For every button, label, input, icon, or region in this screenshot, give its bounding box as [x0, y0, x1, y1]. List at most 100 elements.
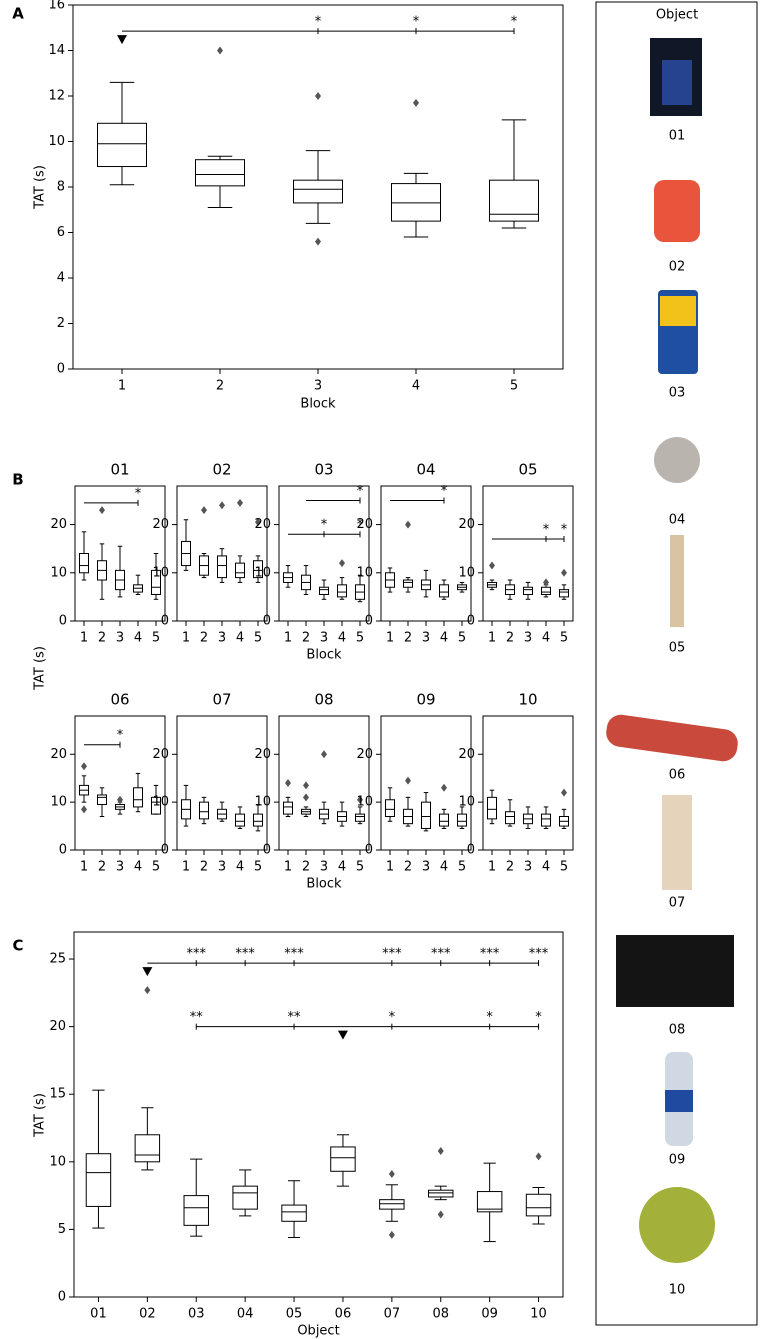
object-image [662, 60, 692, 105]
outlier [405, 520, 411, 529]
box [476, 1191, 503, 1213]
object-label: 01 [669, 129, 686, 144]
y-tick-label: 2 [57, 316, 65, 331]
x-tick-label: 5 [152, 860, 160, 875]
panel-label: B [12, 471, 23, 489]
y-tick-label: 10 [254, 795, 271, 810]
y-tick-label: 10 [50, 565, 67, 580]
outlier [303, 781, 309, 790]
object-label: 02 [669, 260, 686, 275]
y-tick-label: 0 [59, 843, 67, 858]
box [79, 553, 89, 574]
y-tick-label: 20 [254, 747, 271, 762]
significance-label: * [117, 728, 124, 743]
subplot-title: 01 [110, 461, 129, 479]
object-label: 03 [669, 386, 686, 401]
x-tick-label: 3 [314, 379, 322, 394]
x-tick-label: 1 [182, 860, 190, 875]
significance-label: * [441, 484, 448, 499]
outlier [117, 795, 123, 804]
x-axis-label: Object [297, 1324, 339, 1339]
x-tick-label: 1 [284, 631, 292, 646]
box [337, 584, 347, 598]
x-tick-label: 08 [432, 1307, 449, 1322]
x-tick-label: 2 [200, 631, 208, 646]
significance-label: *** [529, 947, 549, 962]
x-tick-label: 10 [530, 1307, 547, 1322]
significance-label: *** [187, 947, 207, 962]
panel-label: A [12, 5, 24, 23]
box [541, 813, 551, 827]
y-tick-label: 0 [467, 843, 475, 858]
outlier [315, 92, 321, 100]
y-tick-label: 0 [58, 1290, 66, 1305]
x-tick-label: 1 [386, 860, 394, 875]
x-tick-label: 3 [422, 631, 430, 646]
y-tick-label: 20 [458, 747, 475, 762]
outlier [535, 1152, 542, 1161]
significance-label: * [315, 15, 322, 30]
plot-frame [482, 485, 574, 622]
x-tick-label: 4 [440, 860, 448, 875]
plot-frame [482, 715, 574, 851]
y-tick-label: 0 [365, 843, 373, 858]
x-tick-label: 5 [458, 860, 466, 875]
significance-label: * [357, 518, 364, 533]
outlier [201, 506, 207, 515]
y-tick-label: 15 [49, 1087, 66, 1102]
x-tick-label: 5 [560, 860, 568, 875]
box [151, 796, 161, 815]
x-tick-label: 4 [338, 860, 346, 875]
x-tick-label: 1 [182, 631, 190, 646]
outlier [255, 518, 261, 527]
y-tick-label: 16 [48, 0, 65, 13]
x-tick-label: 1 [488, 631, 496, 646]
box [195, 159, 245, 187]
box [505, 811, 515, 825]
box [235, 562, 245, 579]
subplot-title: 08 [314, 691, 333, 709]
outlier [388, 1230, 395, 1239]
y-tick-label: 0 [365, 614, 373, 629]
box [525, 1193, 552, 1217]
panel-label: C [12, 937, 23, 955]
x-tick-label: 2 [506, 860, 514, 875]
object-image [639, 1187, 715, 1263]
x-tick-label: 1 [386, 631, 394, 646]
subplot-title: 05 [518, 461, 537, 479]
x-tick-label: 5 [152, 631, 160, 646]
box [97, 122, 147, 168]
y-tick-label: 8 [57, 180, 65, 195]
outlier [217, 46, 223, 55]
outlier [437, 1147, 444, 1155]
x-tick-label: 1 [80, 860, 88, 875]
box [487, 796, 497, 820]
y-tick-label: 10 [458, 565, 475, 580]
plot-frame [278, 715, 370, 851]
significance-label: * [321, 518, 328, 533]
significance-label: *** [284, 947, 304, 962]
x-tick-label: 3 [218, 631, 226, 646]
outlier [237, 498, 243, 507]
x-tick-label: 02 [139, 1307, 156, 1322]
x-tick-label: 4 [440, 631, 448, 646]
y-axis-label: TAT (s) [33, 165, 48, 210]
x-tick-label: 2 [302, 631, 310, 646]
object-image [606, 714, 738, 762]
outlier [285, 779, 291, 787]
x-tick-label: 4 [412, 379, 420, 394]
x-tick-label: 2 [404, 631, 412, 646]
x-tick-label: 3 [524, 631, 532, 646]
subplot-title: 06 [110, 691, 129, 709]
significance-label: ** [190, 1010, 204, 1025]
object-image [660, 296, 696, 326]
x-tick-label: 06 [335, 1307, 352, 1322]
objects-frame [595, 1, 758, 1326]
outlier [489, 561, 495, 570]
x-tick-label: 5 [560, 631, 568, 646]
significance-label: ** [288, 1010, 302, 1025]
object-image [670, 535, 684, 627]
outlier [561, 788, 567, 797]
x-tick-label: 2 [216, 379, 224, 394]
object-label: 05 [669, 641, 686, 656]
